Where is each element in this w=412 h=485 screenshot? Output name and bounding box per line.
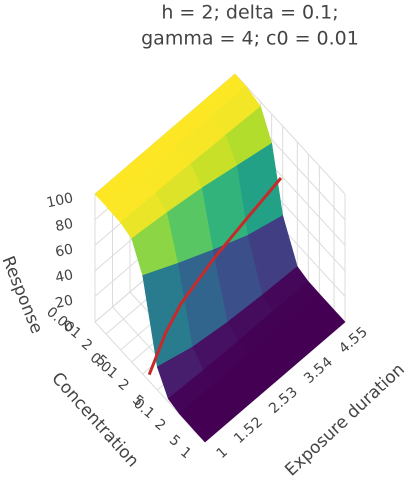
z-tick-label: 60 <box>54 241 75 260</box>
x-tick-label: 5 <box>166 432 183 450</box>
x-tick-label: 0.01 <box>87 350 121 382</box>
chart-title: h = 2; delta = 0.1; <box>161 2 338 24</box>
z-tick-label: 40 <box>54 267 75 286</box>
grid-line <box>234 73 346 195</box>
z-axis-title: Response <box>0 253 47 336</box>
z-tick-label: 0 <box>63 318 75 336</box>
z-tick-label: 100 <box>45 190 74 211</box>
z-tick-label: 20 <box>54 293 75 312</box>
x-tick-label: 2 <box>151 416 168 434</box>
curve <box>147 177 283 376</box>
y-tick-label: 1 <box>214 444 231 462</box>
x-tick-label: 2 <box>78 336 95 354</box>
x-tick-label: 2 <box>115 376 132 394</box>
surface-patch <box>193 399 241 443</box>
y-axis-title: Exposure duration <box>281 360 408 481</box>
z-tick-label: 80 <box>54 216 75 235</box>
chart-title: gamma = 4; c0 = 0.01 <box>141 28 359 50</box>
x-tick-label: 1 <box>177 444 194 462</box>
